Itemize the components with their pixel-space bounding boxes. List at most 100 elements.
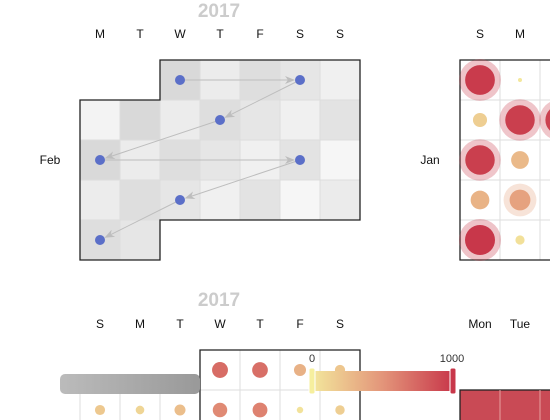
scatter-point[interactable] [95, 155, 105, 165]
weekday-label: M [135, 317, 145, 331]
weekday-label: T [216, 27, 224, 41]
bubble[interactable] [212, 402, 228, 418]
weekday-label: F [296, 317, 303, 331]
day-cell [279, 99, 321, 141]
visual-map[interactable]: 0 1000 [308, 353, 464, 395]
weekday-label: M [515, 27, 525, 41]
day-cell [319, 389, 361, 420]
day-cell [279, 179, 321, 221]
bubble[interactable] [252, 402, 268, 418]
bubble[interactable] [174, 404, 186, 416]
bubble[interactable] [459, 219, 501, 261]
bubble-core [465, 65, 495, 95]
flow-arrow [184, 159, 301, 200]
scatter-point[interactable] [295, 155, 305, 165]
bubble-core [505, 105, 535, 135]
weekday-label: S [96, 317, 104, 331]
bubble[interactable] [135, 405, 145, 415]
visual-map-max-label: 1000 [440, 353, 464, 365]
bubble-halo [539, 101, 550, 139]
day-cell [239, 179, 281, 221]
bubble-core [465, 225, 495, 255]
visual-map-min-handle[interactable] [308, 367, 316, 395]
bubble-core [511, 151, 529, 169]
day-cell [159, 99, 201, 141]
flow-arrow [104, 119, 221, 160]
flow-arrow [224, 79, 301, 118]
bubble[interactable] [94, 404, 106, 416]
day-cell [539, 139, 550, 181]
weekday-label: S [336, 27, 344, 41]
weekday-label: W [214, 317, 226, 331]
bubble[interactable] [459, 139, 501, 181]
day-cell [239, 99, 281, 141]
calendar-1-points [95, 75, 305, 245]
bubble[interactable] [459, 59, 501, 101]
scatter-point[interactable] [95, 235, 105, 245]
day-cell [539, 99, 550, 141]
calendar-1-weekday-labels: M T W T F S S [95, 27, 344, 41]
weekday-label: T [256, 317, 264, 331]
bubble-core [545, 109, 550, 131]
flow-arrow [104, 199, 181, 238]
weekday-label: S [296, 27, 304, 41]
day-cell [159, 179, 201, 221]
bubble-core [470, 190, 490, 210]
weekday-label: T [136, 27, 144, 41]
weekday-label: Tue [510, 317, 531, 331]
calendar-jan: S M Jan [420, 27, 550, 261]
bubble-core [509, 189, 531, 211]
bubble[interactable] [499, 99, 541, 141]
bubble[interactable] [511, 151, 529, 169]
calendar-feb-2017: 2017 M T W T F S S Feb [40, 1, 361, 261]
day-cell [79, 99, 121, 141]
bubble[interactable] [539, 99, 550, 140]
bubble[interactable] [515, 235, 525, 245]
bubble[interactable] [518, 78, 522, 82]
calendar-1-month-label: Feb [40, 153, 61, 167]
day-cell [319, 59, 361, 101]
day-cell [319, 139, 361, 181]
visual-map-grey-bar[interactable] [60, 374, 200, 394]
calendar-1-arrows [100, 76, 301, 238]
calendar-1-year: 2017 [198, 1, 240, 22]
bubble[interactable] [296, 406, 304, 414]
bubble-core [472, 112, 488, 128]
calendar-2-month-border [459, 59, 550, 261]
day-cell [539, 179, 550, 221]
bubble[interactable] [335, 405, 345, 415]
bubble[interactable] [252, 362, 268, 378]
scatter-point[interactable] [175, 195, 185, 205]
calendar-2017-bottom: 2017 S M T W T F S [79, 290, 361, 420]
weekday-label: S [336, 317, 344, 331]
weekday-label: Mon [468, 317, 491, 331]
day-cell [199, 179, 241, 221]
calendar-3-year: 2017 [198, 290, 240, 311]
day-cell [119, 99, 161, 141]
scatter-point[interactable] [295, 75, 305, 85]
weekday-label: F [256, 27, 263, 41]
bubble-core [515, 235, 525, 245]
bubble[interactable] [503, 183, 537, 217]
day-cell [539, 219, 550, 261]
calendar-bottom-right: Mon Tue [459, 317, 550, 420]
bubble[interactable] [470, 190, 490, 210]
bubble[interactable] [293, 363, 307, 377]
bubble-core [465, 145, 495, 175]
bubble-core [518, 78, 522, 82]
bubble[interactable] [472, 112, 488, 128]
day-cell [539, 59, 550, 101]
day-cell [119, 179, 161, 221]
scatter-point[interactable] [175, 75, 185, 85]
bubble[interactable] [212, 362, 228, 378]
visual-map-max-handle[interactable] [449, 367, 457, 395]
day-cell [279, 389, 321, 420]
calendar-4-cells [459, 389, 550, 420]
calendar-1-month-border [79, 59, 361, 261]
scatter-point[interactable] [215, 115, 225, 125]
calendar-2-month-label: Jan [420, 153, 439, 167]
day-cell [79, 179, 121, 221]
day-cell [119, 389, 161, 420]
